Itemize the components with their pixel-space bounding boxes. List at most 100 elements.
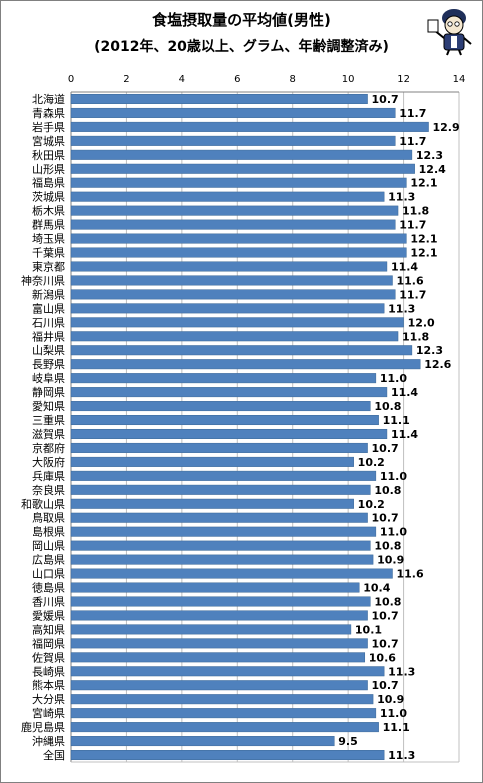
value-label: 12.1 [410, 233, 437, 246]
bar [70, 694, 374, 705]
bar [70, 247, 407, 258]
value-label: 10.8 [374, 540, 401, 553]
bar [70, 708, 377, 719]
value-label: 11.0 [380, 372, 407, 385]
bar [70, 568, 393, 579]
bar [70, 163, 415, 174]
gridlines [70, 91, 460, 763]
bar [70, 387, 388, 398]
value-label: 11.4 [391, 260, 418, 273]
category-label: 群馬県 [32, 218, 65, 232]
value-label: 12.3 [416, 149, 443, 162]
value-label: 12.1 [410, 247, 437, 260]
category-label: 栃木県 [32, 204, 65, 218]
value-label: 10.1 [355, 623, 382, 636]
value-label: 11.0 [380, 707, 407, 720]
value-label: 11.7 [399, 219, 426, 232]
bar [70, 345, 413, 356]
bar [70, 275, 393, 286]
category-label: 島根県 [32, 525, 65, 539]
bar [70, 442, 368, 453]
bar [70, 526, 377, 537]
x-axis-ticks: 0 2 4 6 8 10 12 14 [68, 74, 466, 85]
category-label: 山梨県 [32, 343, 65, 357]
bar [70, 428, 388, 439]
bar [70, 289, 396, 300]
value-label: 11.6 [396, 274, 423, 287]
bar [70, 624, 352, 635]
bar [70, 331, 399, 342]
bar [70, 373, 377, 384]
bar [70, 359, 421, 370]
bar [70, 750, 385, 761]
bar [70, 415, 379, 426]
bar [70, 540, 371, 551]
category-label: 新潟県 [32, 287, 65, 301]
value-label: 11.3 [388, 302, 415, 315]
category-label: 埼玉県 [32, 232, 65, 246]
category-label: 長野県 [32, 358, 65, 371]
category-label: 広島県 [32, 553, 65, 567]
category-label: 石川県 [32, 316, 65, 329]
value-label: 10.8 [374, 400, 401, 413]
category-label: 北海道 [32, 92, 65, 106]
category-label: 茨城県 [32, 190, 65, 204]
category-label: 山形県 [32, 163, 65, 176]
bar [70, 261, 388, 272]
category-label: 滋賀県 [32, 428, 65, 441]
bar [70, 484, 371, 495]
category-label: 静岡県 [32, 385, 65, 399]
category-label: 秋田県 [32, 148, 65, 162]
value-label: 11.3 [388, 749, 415, 762]
value-label: 11.8 [402, 205, 429, 218]
value-label: 11.7 [399, 107, 426, 120]
category-label: 福島県 [32, 176, 65, 190]
category-label: 三重県 [32, 413, 65, 427]
category-label: 熊本県 [32, 678, 65, 692]
value-label: 11.4 [391, 428, 418, 441]
category-label: 神奈川県 [21, 273, 65, 287]
category-label: 鳥取県 [32, 511, 65, 525]
category-label: 福岡県 [32, 636, 65, 650]
bar [70, 401, 371, 412]
bar [70, 191, 385, 202]
value-label: 10.8 [374, 595, 401, 608]
category-label: 長崎県 [32, 664, 65, 678]
value-label: 11.4 [391, 386, 418, 399]
category-label: 富山県 [32, 301, 65, 315]
bar [70, 121, 429, 132]
bar [70, 680, 368, 691]
value-label: 11.7 [399, 135, 426, 148]
bars [70, 93, 429, 761]
category-label: 福井県 [32, 329, 65, 343]
value-label: 10.2 [358, 498, 385, 511]
value-label: 10.7 [372, 609, 399, 622]
x-tick-label: 14 [453, 74, 466, 85]
value-label: 11.7 [399, 288, 426, 301]
bar [70, 107, 396, 118]
x-tick-label: 0 [68, 74, 74, 85]
bar [70, 554, 374, 565]
value-label: 10.2 [358, 456, 385, 469]
value-label: 12.0 [408, 316, 435, 329]
value-label: 12.1 [410, 177, 437, 190]
value-label: 12.6 [424, 358, 451, 371]
category-label: 香川県 [32, 595, 65, 608]
value-label: 10.9 [377, 693, 404, 706]
value-label: 11.0 [380, 470, 407, 483]
category-label: 宮城県 [32, 134, 65, 148]
bar [70, 512, 368, 523]
bar [70, 233, 407, 244]
x-tick-label: 10 [342, 74, 355, 85]
bar [70, 470, 377, 481]
value-label: 12.4 [419, 163, 446, 176]
value-label: 12.9 [433, 121, 460, 134]
bar [70, 135, 396, 146]
bar [70, 498, 354, 509]
category-label: 青森県 [32, 106, 65, 120]
category-label: 和歌山県 [21, 497, 65, 511]
bar [70, 456, 354, 467]
category-label: 東京都 [32, 259, 65, 273]
value-label: 10.8 [374, 484, 401, 497]
category-labels: 北海道青森県岩手県宮城県秋田県山形県福島県茨城県栃木県群馬県埼玉県千葉県東京都神… [21, 92, 65, 762]
